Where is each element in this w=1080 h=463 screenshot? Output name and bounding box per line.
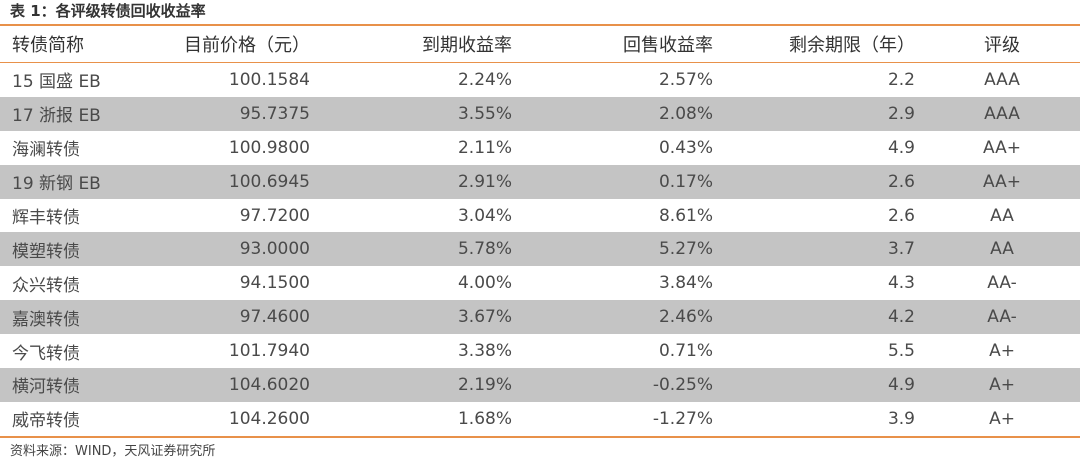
cell-remaining-term: 4.9 xyxy=(887,137,915,158)
cell-bond-name: 众兴转债 xyxy=(12,275,80,296)
table-row: 17 浙报 EB 95.7375 3.55% 2.08% 2.9 AAA xyxy=(0,96,1080,131)
cell-rating: AA- xyxy=(987,307,1017,328)
cell-price: 100.1584 xyxy=(228,69,310,90)
cell-bond-name: 19 新钢 EB xyxy=(12,174,101,195)
table-row: 19 新钢 EB 100.6945 2.91% 0.17% 2.6 AA+ xyxy=(0,164,1080,199)
source-note: 资料来源：WIND，天风证券研究所 xyxy=(10,444,216,459)
cell-bond-name: 海澜转债 xyxy=(12,140,80,161)
cell-ytm: 2.24% xyxy=(457,69,512,90)
cell-rating: AA xyxy=(990,205,1014,226)
cell-remaining-term: 4.2 xyxy=(887,307,915,328)
cell-rating: AAA xyxy=(984,103,1020,124)
cell-price: 95.7375 xyxy=(239,103,310,124)
cell-put-yield: 2.46% xyxy=(658,307,713,328)
cell-price: 100.6945 xyxy=(228,171,310,192)
cell-price: 100.9800 xyxy=(228,137,310,158)
cell-rating: AA+ xyxy=(983,137,1021,158)
cell-put-yield: 0.71% xyxy=(658,341,713,362)
cell-ytm: 3.67% xyxy=(457,307,512,328)
cell-rating: A+ xyxy=(989,374,1015,395)
cell-bond-name: 辉丰转债 xyxy=(12,208,80,228)
cell-put-yield: 3.84% xyxy=(658,273,713,294)
cell-price: 101.7940 xyxy=(228,341,310,362)
table-row: 今飞转债 101.7940 3.38% 0.71% 5.5 A+ xyxy=(0,334,1080,368)
cell-put-yield: -0.25% xyxy=(652,374,713,395)
cell-bond-name: 17 浙报 EB xyxy=(12,106,101,127)
cell-put-yield: -1.27% xyxy=(652,408,713,429)
cell-ytm: 5.78% xyxy=(457,239,512,260)
cell-rating: AA- xyxy=(987,273,1017,294)
table-row: 众兴转债 94.1500 4.00% 3.84% 4.3 AA- xyxy=(0,266,1080,300)
cell-put-yield: 5.27% xyxy=(658,239,713,260)
cell-price: 104.6020 xyxy=(228,374,310,395)
cell-ytm: 2.91% xyxy=(457,171,512,192)
table-row: 模塑转债 93.0000 5.78% 5.27% 3.7 AA xyxy=(0,232,1080,267)
cell-put-yield: 2.57% xyxy=(658,69,713,90)
table-row: 海澜转债 100.9800 2.11% 0.43% 4.9 AA+ xyxy=(0,131,1080,165)
header-price: 目前价格（元） xyxy=(184,35,310,56)
cell-bond-name: 横河转债 xyxy=(12,377,80,398)
cell-remaining-term: 3.9 xyxy=(887,408,915,429)
cell-ytm: 2.19% xyxy=(457,374,512,395)
cell-price: 97.4600 xyxy=(239,307,310,328)
cell-ytm: 1.68% xyxy=(457,408,512,429)
cell-remaining-term: 2.6 xyxy=(887,205,915,226)
header-remaining-term: 剩余期限（年） xyxy=(789,35,915,56)
cell-ytm: 3.04% xyxy=(457,205,512,226)
cell-rating: A+ xyxy=(989,341,1015,362)
cell-remaining-term: 2.6 xyxy=(887,171,915,192)
table-header-row: 转债简称 目前价格（元） 到期收益率 回售收益率 剩余期限（年） 评级 xyxy=(0,26,1080,63)
cell-remaining-term: 4.9 xyxy=(887,374,915,395)
cell-rating: AAA xyxy=(984,69,1020,90)
cell-ytm: 2.11% xyxy=(457,137,512,158)
cell-remaining-term: 3.7 xyxy=(887,239,915,260)
cell-bond-name: 威帝转债 xyxy=(12,411,80,432)
cell-bond-name: 今飞转债 xyxy=(12,343,80,364)
table-row: 嘉澳转债 97.4600 3.67% 2.46% 4.2 AA- xyxy=(0,300,1080,335)
cell-ytm: 3.55% xyxy=(457,103,512,124)
bond-yield-table: 转债简称 目前价格（元） 到期收益率 回售收益率 剩余期限（年） 评级 15 国… xyxy=(0,24,1080,438)
table-title: 表 1：各评级转债回收收益率 xyxy=(10,2,206,20)
cell-put-yield: 8.61% xyxy=(658,205,713,226)
cell-rating: A+ xyxy=(989,408,1015,429)
cell-bond-name: 模塑转债 xyxy=(12,241,80,262)
cell-price: 94.1500 xyxy=(239,273,310,294)
cell-price: 97.7200 xyxy=(239,205,310,226)
cell-remaining-term: 4.3 xyxy=(887,273,915,294)
table-row: 威帝转债 104.2600 1.68% -1.27% 3.9 A+ xyxy=(0,402,1080,436)
cell-remaining-term: 5.5 xyxy=(887,341,915,362)
cell-rating: AA xyxy=(990,239,1014,260)
table-row: 15 国盛 EB 100.1584 2.24% 2.57% 2.2 AAA xyxy=(0,63,1080,97)
header-rating: 评级 xyxy=(984,35,1020,56)
table-row: 横河转债 104.6020 2.19% -0.25% 4.9 A+ xyxy=(0,368,1080,402)
header-bond-name: 转债简称 xyxy=(12,35,84,56)
cell-bond-name: 嘉澳转债 xyxy=(12,309,80,330)
cell-ytm: 4.00% xyxy=(457,273,512,294)
cell-ytm: 3.38% xyxy=(457,341,512,362)
cell-price: 104.2600 xyxy=(228,408,310,429)
table-row: 辉丰转债 97.7200 3.04% 8.61% 2.6 AA xyxy=(0,199,1080,233)
cell-remaining-term: 2.9 xyxy=(887,103,915,124)
cell-rating: AA+ xyxy=(983,171,1021,192)
cell-remaining-term: 2.2 xyxy=(887,69,915,90)
header-ytm: 到期收益率 xyxy=(422,35,512,56)
cell-put-yield: 2.08% xyxy=(658,103,713,124)
cell-bond-name: 15 国盛 EB xyxy=(12,72,101,93)
header-put-yield: 回售收益率 xyxy=(623,35,713,56)
cell-put-yield: 0.43% xyxy=(658,137,713,158)
cell-put-yield: 0.17% xyxy=(658,171,713,192)
cell-price: 93.0000 xyxy=(239,239,310,260)
